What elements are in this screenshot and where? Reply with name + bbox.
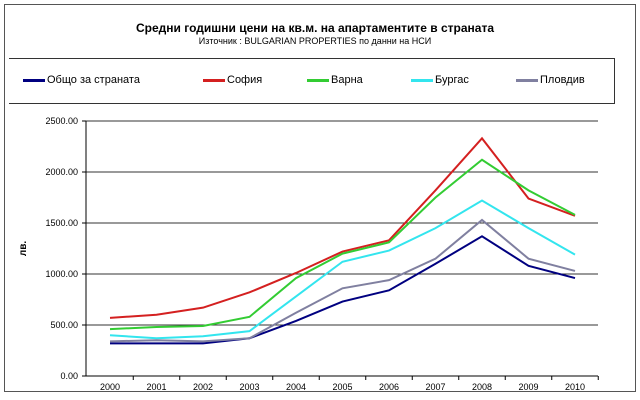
x-tick-label: 2005 (332, 382, 352, 392)
y-tick-label: 1500.00 (45, 218, 78, 228)
chart-subtitle: Източник : BULGARIAN PROPERTIES по данни… (198, 36, 432, 46)
y-tick-label: 500.00 (50, 320, 78, 330)
legend-swatch (203, 78, 225, 82)
chart-frame: Средни годишни цени на кв.м. на апартаме… (4, 4, 636, 392)
y-tick-label: 0.00 (60, 371, 78, 381)
series-line (110, 235, 576, 345)
x-tick-label: 2010 (565, 382, 585, 392)
legend-item: Бургас (411, 74, 469, 86)
x-tick-label: 2003 (239, 382, 259, 392)
legend-item: Общо за страната (23, 74, 140, 86)
y-axis-label: лв. (18, 241, 29, 257)
legend-item: София (203, 74, 262, 86)
x-tick-label: 2009 (518, 382, 538, 392)
series-line (109, 136, 576, 319)
legend-swatch (516, 78, 538, 82)
x-tick-label: 2008 (472, 382, 492, 392)
x-tick-label: 2007 (425, 382, 445, 392)
x-tick-label: 2000 (100, 382, 120, 392)
legend-label: Общо за страната (47, 74, 140, 86)
legend-label: София (227, 74, 263, 86)
y-tick-label: 2000.00 (45, 167, 78, 177)
legend-swatch (23, 78, 45, 82)
legend-label: Бургас (435, 74, 469, 86)
legend-item: Пловдив (516, 74, 585, 86)
chart-title: Средни годишни цени на кв.м. на апартаме… (136, 21, 494, 35)
y-tick-label: 1000.00 (45, 269, 78, 279)
x-tick-label: 2004 (286, 382, 306, 392)
series-line (109, 218, 576, 343)
x-tick-label: 2001 (146, 382, 166, 392)
y-tick-label: 2500.00 (45, 116, 78, 126)
x-tick-label: 2006 (379, 382, 399, 392)
series-line (109, 199, 576, 340)
legend: Общо за страната София Варна Бургас Плов… (9, 58, 615, 104)
legend-swatch (411, 78, 433, 82)
legend-label: Варна (331, 74, 363, 86)
legend-swatch (307, 78, 329, 82)
series-line (109, 158, 576, 331)
legend-label: Пловдив (540, 74, 585, 86)
x-tick-label: 2002 (193, 382, 213, 392)
legend-item: Варна (307, 74, 363, 86)
